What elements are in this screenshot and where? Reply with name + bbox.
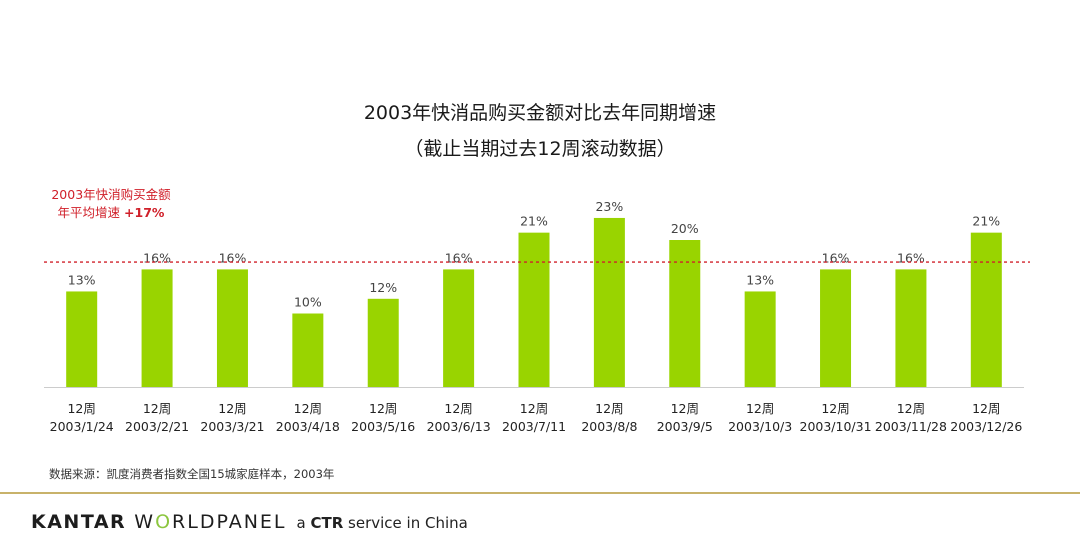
tick-date-6: 2003/6/13 — [427, 419, 491, 434]
brand-kantar: KANTAR — [31, 511, 127, 533]
tick-period-4: 12周 — [294, 401, 322, 416]
tick-date-4: 2003/4/18 — [276, 419, 340, 434]
tick-period-5: 12周 — [369, 401, 397, 416]
bar-4 — [292, 313, 324, 387]
bar-2 — [141, 269, 173, 387]
bar-13 — [970, 232, 1002, 387]
tick-period-9: 12周 — [671, 401, 699, 416]
tick-period-1: 12周 — [67, 401, 95, 416]
tick-period-10: 12周 — [746, 401, 774, 416]
bar-12 — [895, 269, 927, 387]
brand-worldpanel: WORLDPANEL — [134, 511, 286, 533]
data-label-3: 16% — [219, 250, 247, 265]
tick-date-7: 2003/7/11 — [502, 419, 566, 434]
tick-date-9: 2003/9/5 — [657, 419, 713, 434]
tick-period-11: 12周 — [821, 401, 849, 416]
footer-logo: KANTAR WORLDPANEL a CTR service in China — [31, 511, 468, 533]
data-label-7: 21% — [520, 214, 548, 229]
data-label-5: 12% — [369, 280, 397, 295]
data-label-2: 16% — [143, 250, 171, 265]
tick-date-12: 2003/11/28 — [875, 419, 947, 434]
tick-period-3: 12周 — [218, 401, 246, 416]
data-label-13: 21% — [972, 214, 1000, 229]
tick-period-2: 12周 — [143, 401, 171, 416]
tick-date-10: 2003/10/3 — [728, 419, 792, 434]
data-label-8: 23% — [595, 199, 623, 214]
tick-date-1: 2003/1/24 — [50, 419, 114, 434]
tick-period-13: 12周 — [972, 401, 1000, 416]
bar-3 — [216, 269, 248, 387]
bar-7 — [518, 232, 550, 387]
tick-date-13: 2003/12/26 — [950, 419, 1022, 434]
average-annotation-line2: 年平均增速 +17% — [36, 204, 186, 222]
tick-date-8: 2003/8/8 — [581, 419, 637, 434]
tick-date-3: 2003/3/21 — [200, 419, 264, 434]
source-note: 数据来源：凯度消费者指数全国15城家庭样本，2003年 — [49, 467, 335, 481]
kantar-worldpanel-logo: KANTAR WORLDPANEL — [31, 511, 287, 533]
data-label-10: 13% — [746, 272, 774, 287]
bar-11 — [820, 269, 852, 387]
footer-divider — [0, 492, 1080, 494]
bar-6 — [443, 269, 475, 387]
tick-period-12: 12周 — [897, 401, 925, 416]
tick-period-7: 12周 — [520, 401, 548, 416]
bar-chart: 13% 12周 2003/1/24 16% 12周 2003/2/21 16% 12周 2003… — [44, 199, 1030, 434]
data-label-1: 13% — [68, 272, 96, 287]
tagline-a: a — [296, 514, 311, 532]
tick-period-8: 12周 — [595, 401, 623, 416]
brand-w: W — [134, 511, 156, 533]
data-label-11: 16% — [822, 250, 850, 265]
tick-date-5: 2003/5/16 — [351, 419, 415, 434]
footer-tagline: a CTR service in China — [297, 514, 468, 532]
average-annotation-line1: 2003年快消购买金额 — [51, 187, 171, 202]
bar-9 — [669, 240, 701, 387]
data-label-9: 20% — [671, 221, 699, 236]
tagline-rest: service in China — [343, 514, 468, 532]
data-label-6: 16% — [445, 250, 473, 265]
tagline-ctr: CTR — [310, 514, 344, 532]
average-annotation-prefix: 年平均增速 — [57, 205, 125, 220]
data-label-12: 16% — [897, 250, 925, 265]
brand-rest: RLDPANEL — [172, 511, 287, 533]
bar-10 — [744, 291, 776, 387]
tick-date-11: 2003/10/31 — [800, 419, 872, 434]
tick-period-6: 12周 — [444, 401, 472, 416]
average-annotation-value: +17% — [124, 205, 165, 220]
brand-o: O — [155, 511, 173, 533]
chart-subtitle: （截止当期过去12周滚动数据） — [404, 138, 676, 160]
chart-title: 2003年快消品购买金额对比去年同期增速 — [363, 102, 717, 124]
tick-date-2: 2003/2/21 — [125, 419, 189, 434]
bar-5 — [367, 298, 399, 387]
bar-1 — [66, 291, 98, 387]
bar-8 — [593, 217, 625, 387]
average-annotation: 2003年快消购买金额 年平均增速 +17% — [36, 186, 186, 222]
data-label-4: 10% — [294, 295, 322, 310]
